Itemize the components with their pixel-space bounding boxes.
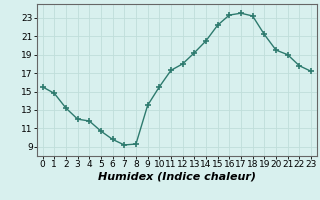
X-axis label: Humidex (Indice chaleur): Humidex (Indice chaleur): [98, 172, 256, 182]
